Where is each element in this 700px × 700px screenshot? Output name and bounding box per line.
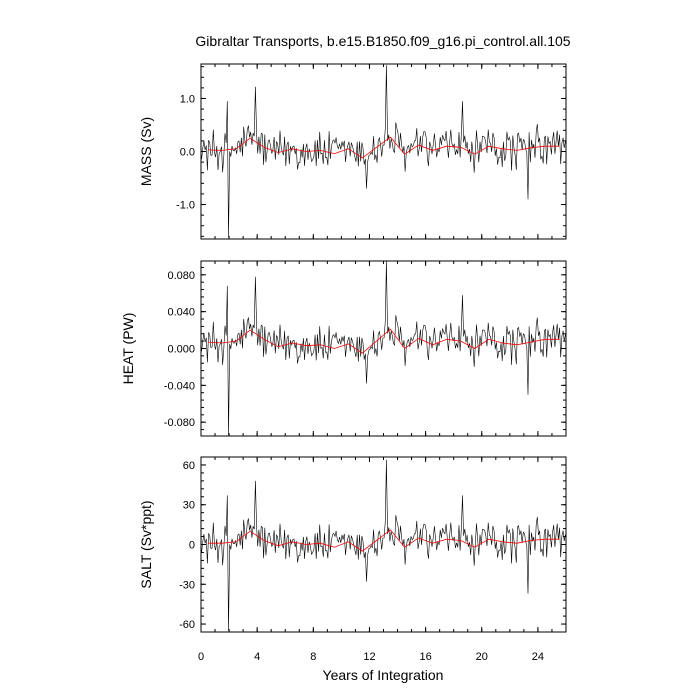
panel-salt: SALT (Sv*ppt) -60 -30 0 30 60 — [138, 456, 567, 633]
series-monthly — [201, 260, 566, 436]
series-monthly — [201, 65, 566, 238]
x-tick-label: 4 — [254, 651, 260, 663]
x-tick-label: 12 — [363, 651, 375, 663]
y-tick-label: 0.080 — [167, 270, 195, 282]
y-axis-label: MASS (Sv) — [138, 117, 154, 186]
y-tick-label: -1.0 — [176, 200, 195, 212]
series-group — [201, 260, 566, 436]
y-tick-label: 30 — [183, 500, 195, 512]
y-tick-label: -30 — [179, 579, 195, 591]
chart-title: Gibraltar Transports, b.e15.B1850.f09_g1… — [195, 33, 570, 49]
tick-group: -0.080 -0.040 0.000 0.040 0.080 — [164, 261, 567, 436]
x-tick-label: 20 — [476, 651, 488, 663]
x-tick-label: 8 — [310, 651, 316, 663]
x-tick-label: 16 — [419, 651, 431, 663]
y-axis-label: SALT (Sv*ppt) — [138, 500, 154, 588]
series-annual-mean — [207, 136, 559, 159]
x-tick-label: 0 — [198, 651, 204, 663]
y-tick-label: -60 — [179, 619, 195, 631]
y-tick-label: 0 — [189, 540, 195, 552]
y-tick-label: 60 — [183, 460, 195, 472]
y-axis-label: HEAT (PW) — [120, 313, 136, 385]
y-tick-label: -0.040 — [164, 380, 195, 392]
y-tick-label: 0.040 — [167, 307, 195, 319]
panel-mass: MASS (Sv) -1.0 0.0 1.0 — [138, 63, 567, 240]
series-annual-mean — [208, 529, 559, 552]
series-monthly — [201, 459, 566, 631]
x-axis: 0 4 8 12 16 20 24 — [198, 651, 544, 663]
tick-group: -1.0 0.0 1.0 — [176, 64, 567, 239]
y-tick-label: 1.0 — [180, 93, 195, 105]
y-tick-label: 0.000 — [167, 344, 195, 356]
series-annual-mean — [207, 328, 559, 354]
tick-group: -60 -30 0 30 60 — [179, 456, 567, 633]
panel-heat: HEAT (PW) -0.080 -0.040 0.000 0.040 0.080 — [120, 260, 567, 437]
series-group — [201, 65, 566, 238]
y-tick-label: 0.0 — [180, 147, 195, 159]
series-group — [201, 459, 566, 631]
x-tick-label: 24 — [532, 651, 544, 663]
x-axis-label: Years of Integration — [323, 667, 444, 683]
y-tick-label: -0.080 — [164, 417, 195, 429]
